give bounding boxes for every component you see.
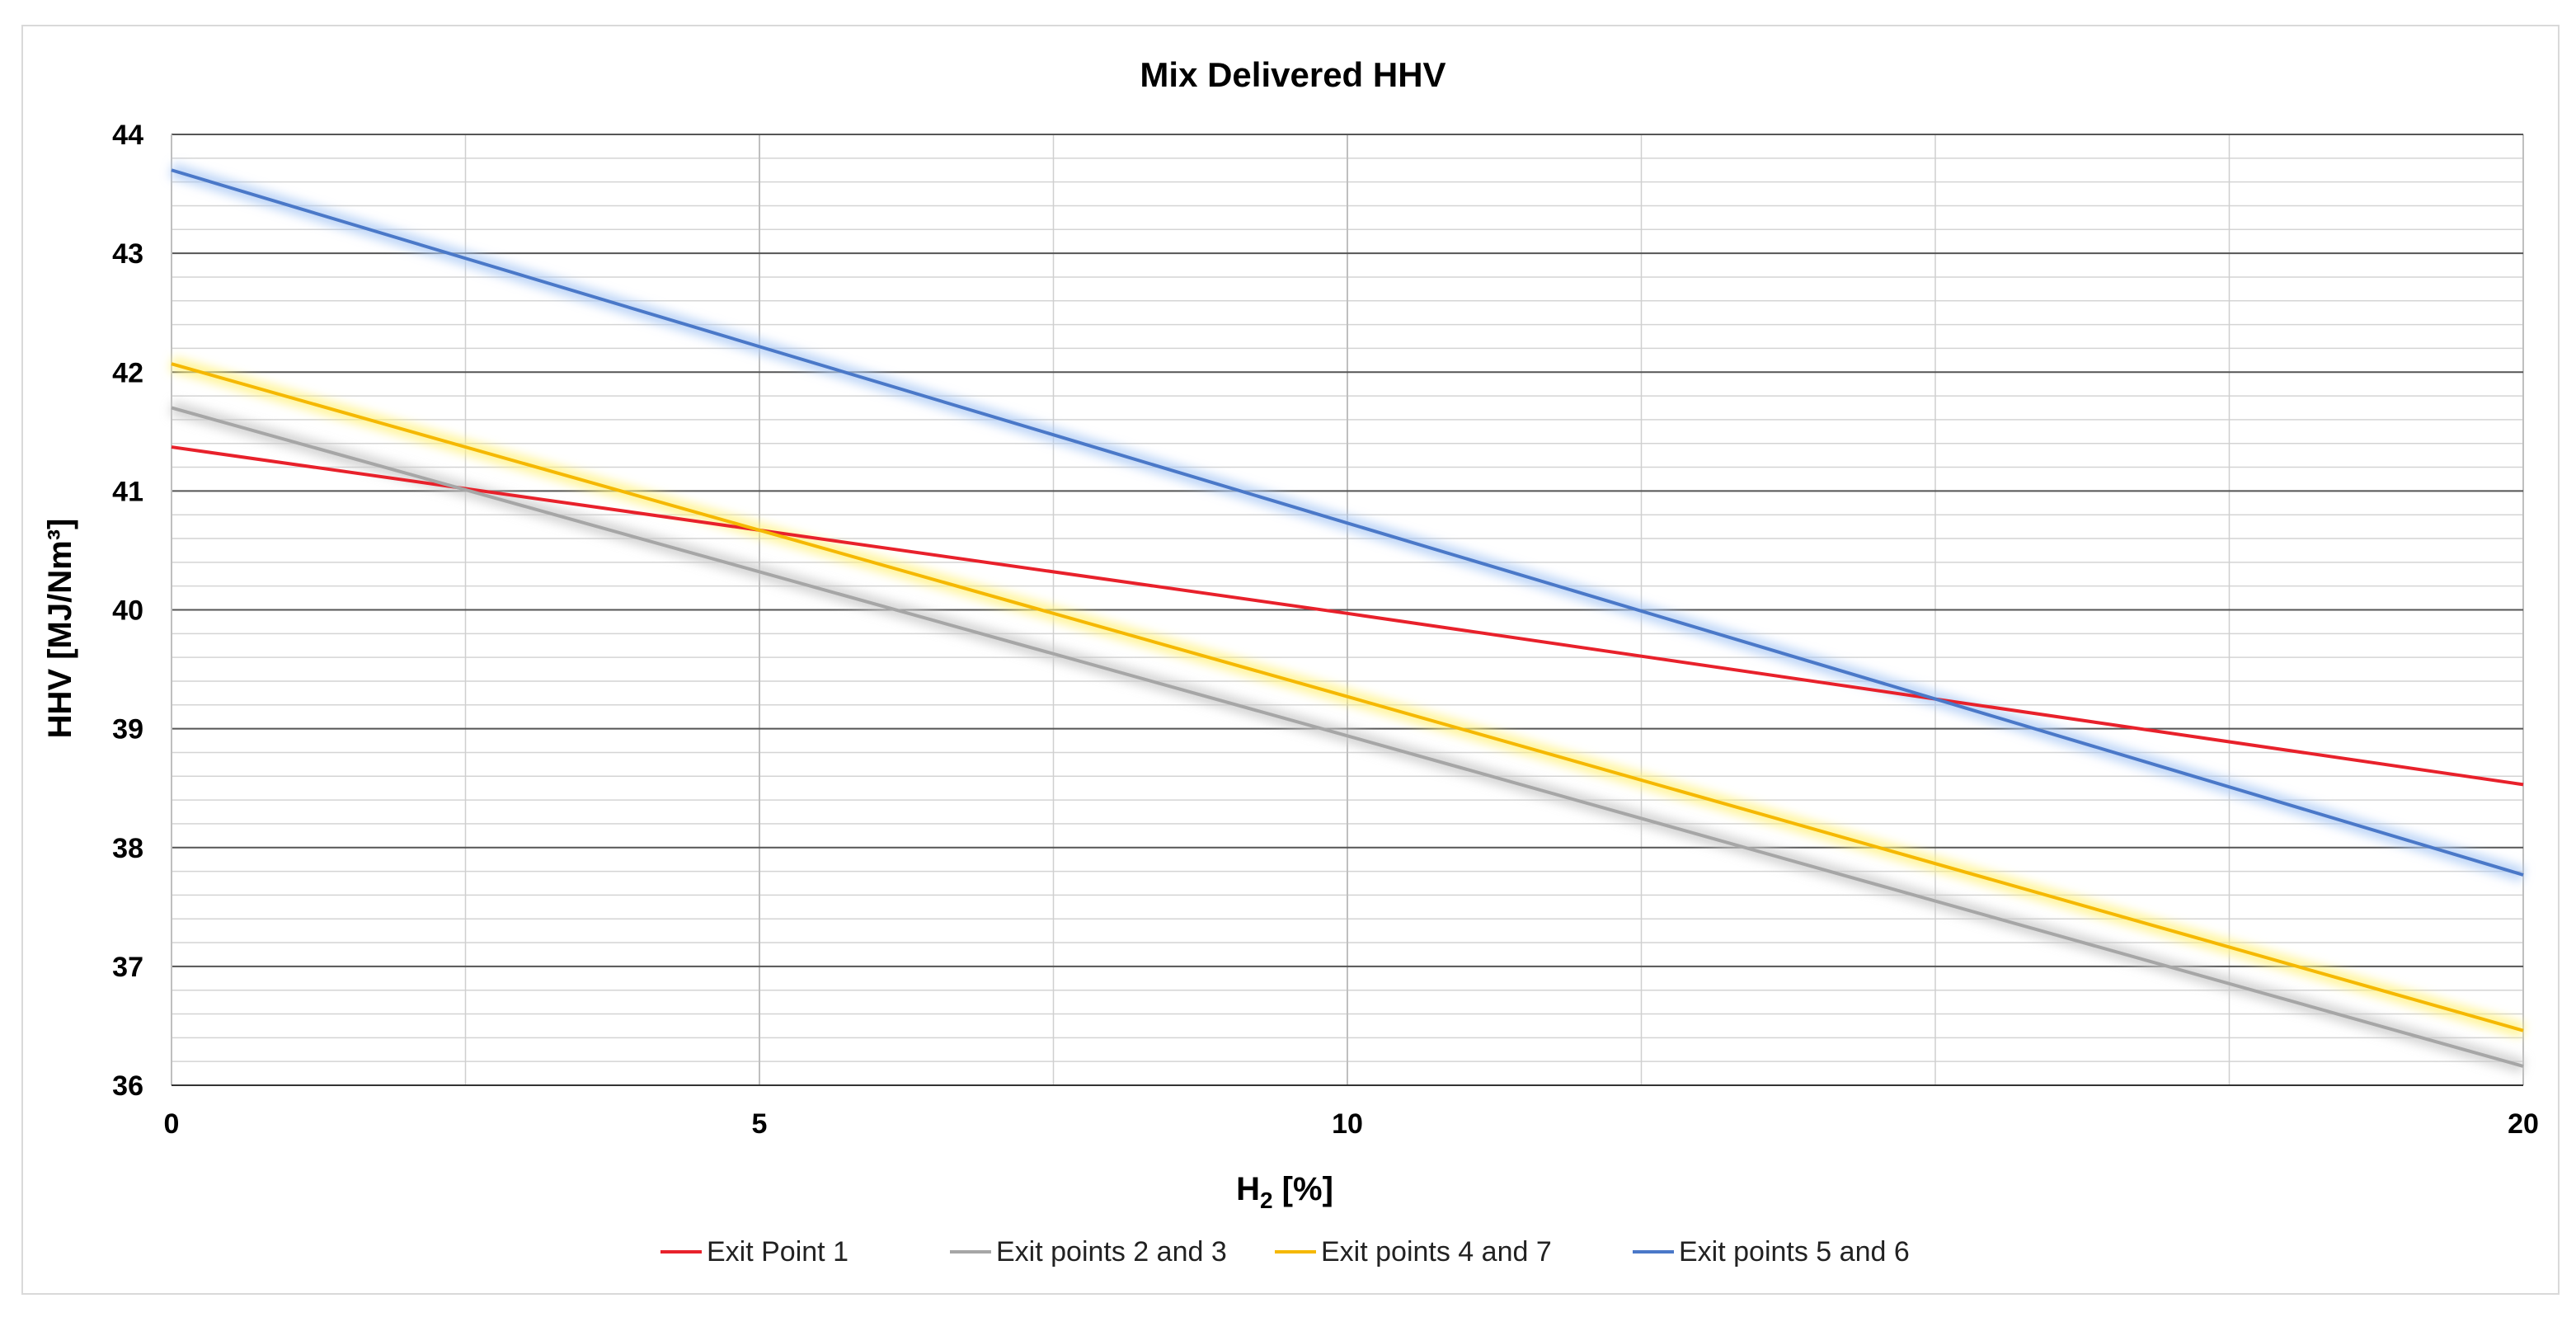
legend-label-1: Exit Point 1 (707, 1236, 848, 1268)
chart-title: Mix Delivered HHV (1140, 55, 1445, 94)
x-tick-label: 0 (164, 1108, 180, 1140)
y-tick-label: 40 (112, 595, 143, 627)
y-tick-label: 43 (112, 238, 143, 270)
x-tick-label: 20 (2508, 1108, 2539, 1140)
y-tick-label: 36 (112, 1070, 143, 1102)
x-axis-label-main: H (1236, 1171, 1260, 1207)
x-tick-label: 5 (752, 1108, 768, 1140)
y-tick-label: 41 (112, 476, 143, 507)
x-tick-label: 10 (1332, 1108, 1363, 1140)
x-axis-label-tail: [%] (1273, 1171, 1333, 1207)
x-tick-labels: 0 5 10 20 (164, 1108, 2539, 1140)
y-tick-labels: 36 37 38 39 40 41 42 43 44 (112, 120, 143, 1102)
legend-label-3: Exit points 4 and 7 (1321, 1236, 1552, 1268)
x-axis-label: H2 [%] (1236, 1171, 1333, 1213)
y-tick-label: 42 (112, 357, 143, 388)
y-tick-label: 44 (112, 120, 143, 151)
y-tick-label: 39 (112, 714, 143, 746)
y-tick-label: 37 (112, 952, 143, 983)
legend-label-4: Exit points 5 and 6 (1679, 1236, 1910, 1268)
legend-label-2: Exit points 2 and 3 (996, 1236, 1227, 1268)
y-tick-label: 38 (112, 833, 143, 864)
chart-frame: Mix Delivered HHV 36 37 38 39 40 41 42 43 44 0 5 1… (21, 25, 2560, 1295)
chart-svg: Mix Delivered HHV 36 37 38 39 40 41 42 43 44 0 5 1… (42, 55, 2539, 1268)
x-axis-label-subscript: 2 (1260, 1188, 1273, 1213)
y-axis-label: HHV [MJ/Nm³] (42, 519, 78, 739)
legend: Exit Point 1 Exit points 2 and 3 Exit poin… (660, 1236, 1910, 1268)
series-lines (171, 168, 2524, 1068)
